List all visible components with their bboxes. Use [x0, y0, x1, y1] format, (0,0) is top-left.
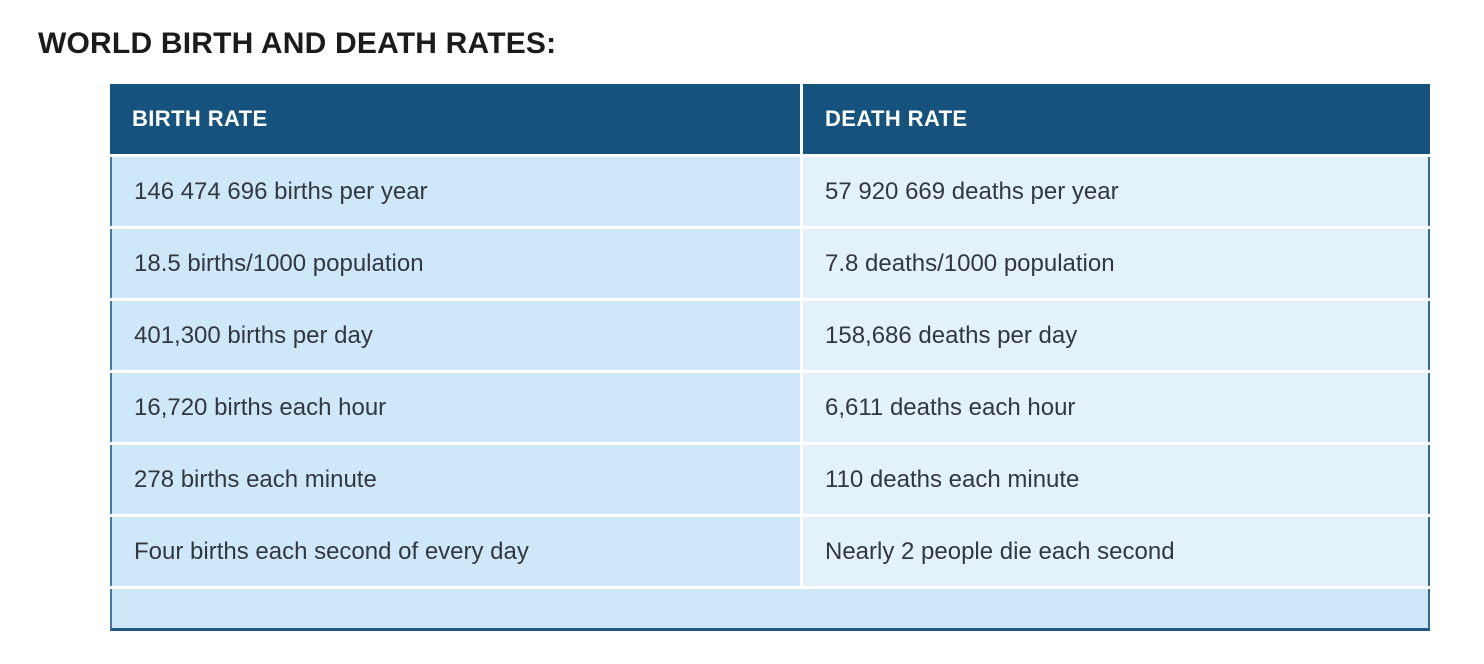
death-rate-cell: 57 920 669 deaths per year [803, 157, 1430, 226]
birth-rate-cell: 18.5 births/1000 population [110, 229, 800, 298]
birth-rate-cell: 146 474 696 births per year [110, 157, 800, 226]
page-title: WORLD BIRTH AND DEATH RATES: [38, 27, 557, 60]
death-rate-cell: 7.8 deaths/1000 population [803, 229, 1430, 298]
death-rate-cell: 110 deaths each minute [803, 445, 1430, 514]
birth-rate-cell: 401,300 births per day [110, 301, 800, 370]
birth-rate-cell: 16,720 births each hour [110, 373, 800, 442]
header-cell-death-rate: DEATH RATE [803, 84, 1430, 154]
death-rate-cell: Nearly 2 people die each second [803, 517, 1430, 586]
death-rate-cell: 6,611 deaths each hour [803, 373, 1430, 442]
birth-rate-cell: Four births each second of every day [110, 517, 800, 586]
birth-rate-cell: 278 births each minute [110, 445, 800, 514]
birth-death-rates-table: BIRTH RATE DEATH RATE 146 474 696 births… [110, 84, 1430, 631]
death-rate-cell: 158,686 deaths per day [803, 301, 1430, 370]
header-cell-birth-rate: BIRTH RATE [110, 84, 800, 154]
table-footer-row [110, 589, 1430, 631]
